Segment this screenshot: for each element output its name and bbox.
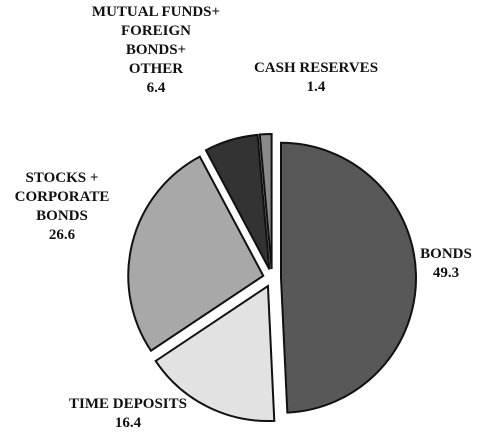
slice-label: CASH RESERVES xyxy=(254,60,378,76)
value-label: 1.4 xyxy=(307,79,326,95)
value-label: 16.4 xyxy=(115,415,142,431)
slice-label: MUTUAL FUNDS+ FOREIGN BONDS+ OTHER xyxy=(92,4,220,77)
pie-slice xyxy=(204,133,271,270)
slice-label: STOCKS + CORPORATE BONDS xyxy=(15,170,110,224)
value-label: 6.4 xyxy=(147,80,166,96)
slice-label: TIME DEPOSITS xyxy=(69,396,187,412)
pie-slice xyxy=(258,133,273,270)
pie-slice xyxy=(279,141,417,414)
value-label: 49.3 xyxy=(433,265,459,281)
pie-slice xyxy=(154,284,276,423)
value-label: 26.6 xyxy=(49,227,76,243)
pie-slice xyxy=(127,155,265,353)
slice-label: BONDS xyxy=(420,246,472,262)
